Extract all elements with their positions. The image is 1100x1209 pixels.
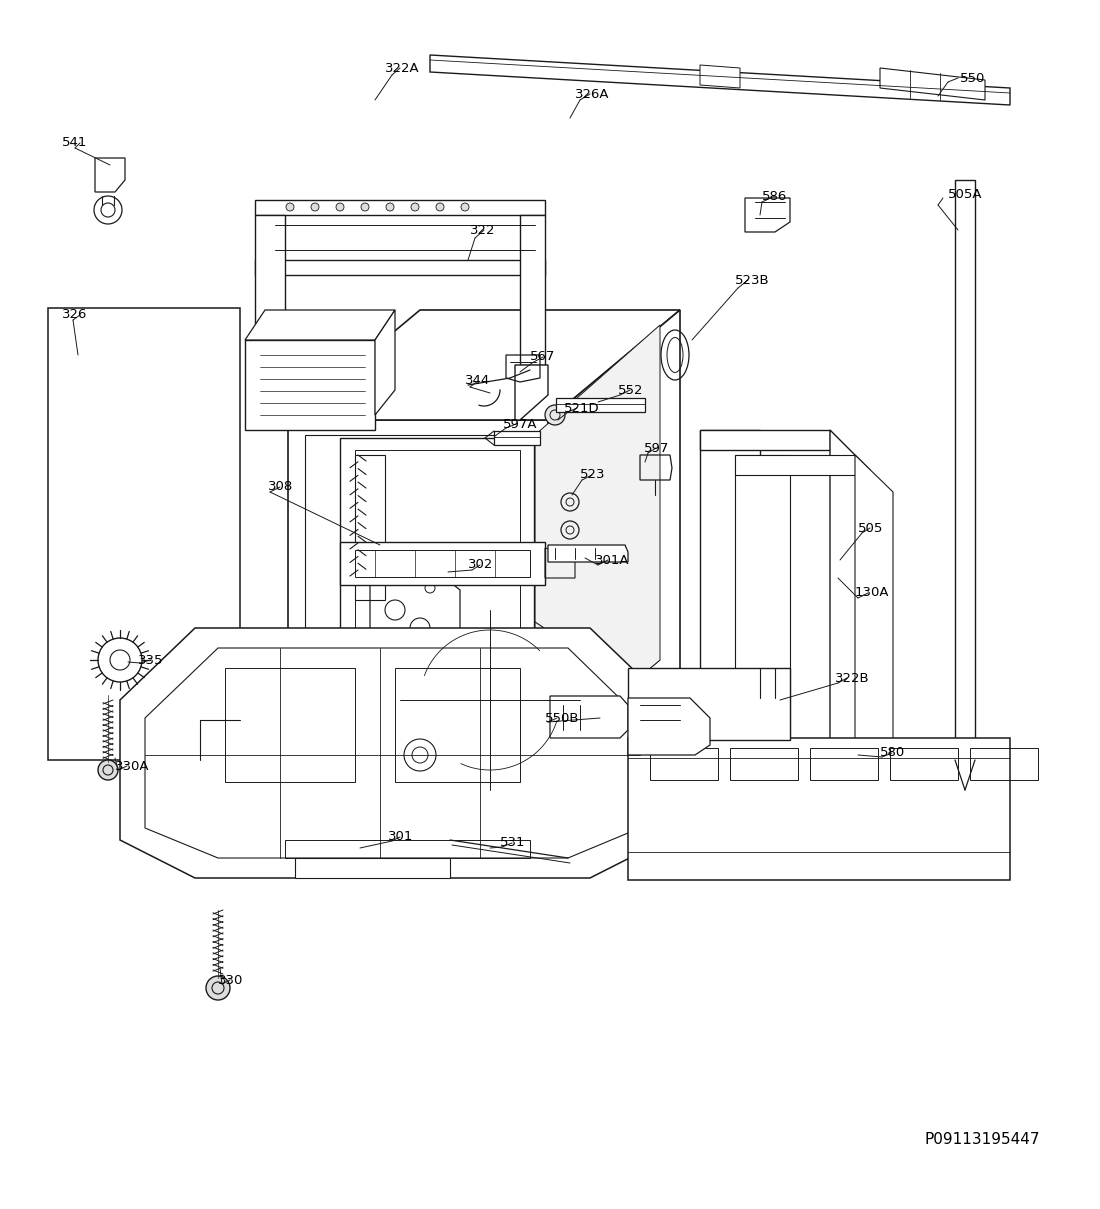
Text: 302: 302 (468, 559, 494, 572)
Polygon shape (700, 430, 760, 750)
Polygon shape (548, 310, 680, 780)
Polygon shape (430, 54, 1010, 105)
Polygon shape (305, 660, 660, 765)
Text: 552: 552 (618, 383, 644, 397)
Text: 335: 335 (138, 654, 164, 666)
Polygon shape (255, 215, 285, 360)
Circle shape (336, 203, 344, 212)
Circle shape (361, 203, 368, 212)
Polygon shape (550, 696, 628, 737)
Text: 322: 322 (470, 224, 495, 237)
Polygon shape (628, 669, 790, 740)
Text: 301: 301 (388, 831, 414, 844)
Text: 326A: 326A (575, 87, 609, 100)
Text: 322A: 322A (385, 62, 419, 75)
Polygon shape (628, 737, 1010, 880)
Polygon shape (745, 198, 790, 232)
Text: 521D: 521D (564, 401, 600, 415)
Text: P09113195447: P09113195447 (924, 1133, 1040, 1147)
Circle shape (461, 203, 469, 212)
Text: 344: 344 (465, 375, 491, 388)
Text: 531: 531 (500, 837, 526, 850)
Text: 580: 580 (880, 746, 905, 759)
Text: 130A: 130A (855, 586, 890, 600)
Text: 330A: 330A (116, 759, 150, 773)
Polygon shape (735, 765, 855, 782)
Text: 597A: 597A (503, 417, 538, 430)
Text: 541: 541 (62, 137, 87, 150)
Polygon shape (556, 398, 645, 412)
Circle shape (544, 405, 565, 426)
Text: 505A: 505A (948, 189, 982, 202)
Circle shape (411, 203, 419, 212)
Polygon shape (288, 420, 548, 780)
Polygon shape (735, 455, 790, 765)
Polygon shape (520, 215, 544, 365)
Text: 550B: 550B (544, 712, 580, 724)
Polygon shape (340, 438, 534, 762)
Polygon shape (255, 360, 310, 415)
Polygon shape (245, 310, 395, 340)
Polygon shape (855, 455, 893, 765)
Text: 523: 523 (580, 469, 605, 481)
Circle shape (206, 976, 230, 1000)
Text: 330: 330 (218, 973, 243, 987)
Polygon shape (255, 199, 544, 215)
Circle shape (386, 203, 394, 212)
Polygon shape (700, 430, 830, 450)
Polygon shape (494, 430, 540, 445)
Polygon shape (120, 627, 666, 878)
Text: 597: 597 (644, 441, 670, 455)
Text: 322B: 322B (835, 671, 870, 684)
Polygon shape (548, 545, 628, 562)
Circle shape (98, 760, 118, 780)
Polygon shape (535, 325, 660, 765)
Polygon shape (515, 365, 548, 420)
Polygon shape (288, 310, 680, 420)
Polygon shape (340, 542, 544, 585)
Polygon shape (245, 340, 375, 430)
Circle shape (436, 203, 444, 212)
Circle shape (311, 203, 319, 212)
Text: 326: 326 (62, 308, 87, 322)
Polygon shape (375, 310, 395, 415)
Polygon shape (880, 68, 984, 100)
Polygon shape (295, 858, 450, 878)
Text: 550: 550 (960, 71, 986, 85)
Polygon shape (255, 260, 544, 274)
Polygon shape (700, 65, 740, 88)
Text: 505: 505 (858, 521, 883, 534)
Polygon shape (735, 455, 855, 475)
Polygon shape (48, 308, 240, 760)
Polygon shape (305, 435, 535, 765)
Text: 567: 567 (530, 351, 556, 364)
Circle shape (286, 203, 294, 212)
Text: 523B: 523B (735, 273, 770, 287)
Polygon shape (955, 180, 975, 760)
Polygon shape (700, 750, 830, 770)
Text: 308: 308 (268, 480, 294, 493)
Text: 586: 586 (762, 190, 788, 202)
Polygon shape (628, 698, 710, 754)
Polygon shape (830, 430, 870, 750)
Text: 301A: 301A (595, 554, 629, 567)
